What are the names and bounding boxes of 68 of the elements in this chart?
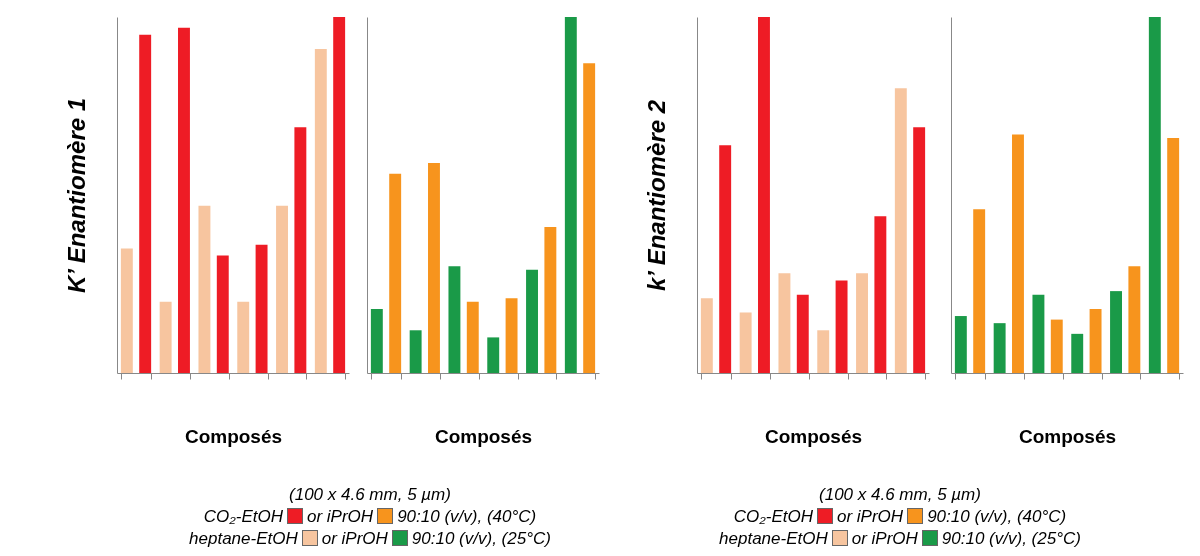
bar	[913, 127, 926, 373]
bar	[198, 205, 211, 373]
text: CO₂-EtOH	[203, 507, 283, 526]
y-axis-title: k’ Enantiomère 2	[642, 99, 670, 292]
bar	[993, 323, 1006, 373]
bar	[120, 248, 133, 373]
bar	[448, 266, 461, 373]
bar	[583, 63, 596, 373]
text: 90:10 (v/v), (40°C)	[927, 507, 1067, 526]
text: 90:10 (v/v), (25°C)	[411, 529, 551, 548]
bar	[428, 162, 440, 373]
bar	[1110, 291, 1122, 373]
text: (100 x 4.6 mm, 5 µm)	[819, 485, 981, 504]
bar	[1148, 17, 1161, 373]
text: heptane-EtOH	[719, 529, 828, 548]
text: or iPrOH	[851, 529, 918, 548]
bar	[276, 205, 288, 373]
bar	[409, 330, 422, 373]
bar	[719, 145, 732, 373]
bar	[1167, 138, 1180, 373]
x-axis-title: Composés	[1018, 426, 1117, 447]
text: heptane-EtOH	[189, 529, 298, 548]
text: or iPrOH	[307, 507, 374, 526]
text: (100 x 4.6 mm, 5 µm)	[289, 485, 451, 504]
bar	[1128, 266, 1141, 373]
bar	[700, 298, 713, 373]
bar	[758, 17, 770, 373]
bar	[294, 127, 307, 373]
bar	[139, 34, 152, 373]
bar	[1050, 319, 1063, 373]
bar	[370, 308, 383, 373]
bar	[237, 301, 250, 373]
bar	[333, 17, 346, 373]
text: 90:10 (v/v), (40°C)	[397, 507, 537, 526]
bar	[1012, 134, 1024, 373]
bar	[1071, 333, 1084, 373]
text: or iPrOH	[837, 507, 904, 526]
text: 90:10 (v/v), (25°C)	[941, 529, 1081, 548]
bar	[796, 294, 809, 373]
bar	[1032, 294, 1045, 373]
bar	[856, 273, 868, 373]
bar	[817, 330, 830, 373]
y-axis-title: K’ Enantiomère 1	[62, 97, 90, 294]
text: CO₂-EtOH	[733, 507, 813, 526]
text: or iPrOH	[321, 529, 388, 548]
bar	[894, 88, 907, 373]
bar	[778, 273, 791, 373]
bar	[505, 298, 518, 373]
bar	[255, 244, 268, 373]
x-axis-title: Composés	[764, 426, 863, 447]
x-axis-title: Composés	[184, 426, 283, 447]
bar	[389, 173, 402, 373]
bar	[178, 27, 190, 373]
bar	[466, 301, 479, 373]
bar	[159, 301, 172, 373]
bar	[314, 49, 327, 373]
bar	[874, 216, 887, 373]
bar	[835, 280, 848, 373]
bar	[954, 316, 967, 373]
bar	[487, 337, 500, 373]
bar	[564, 17, 577, 373]
bar	[1089, 308, 1102, 373]
bar	[739, 312, 752, 373]
bar	[526, 269, 538, 373]
x-axis-title: Composés	[434, 426, 533, 447]
bar	[216, 255, 229, 373]
bar	[544, 227, 557, 373]
bar	[973, 209, 986, 373]
